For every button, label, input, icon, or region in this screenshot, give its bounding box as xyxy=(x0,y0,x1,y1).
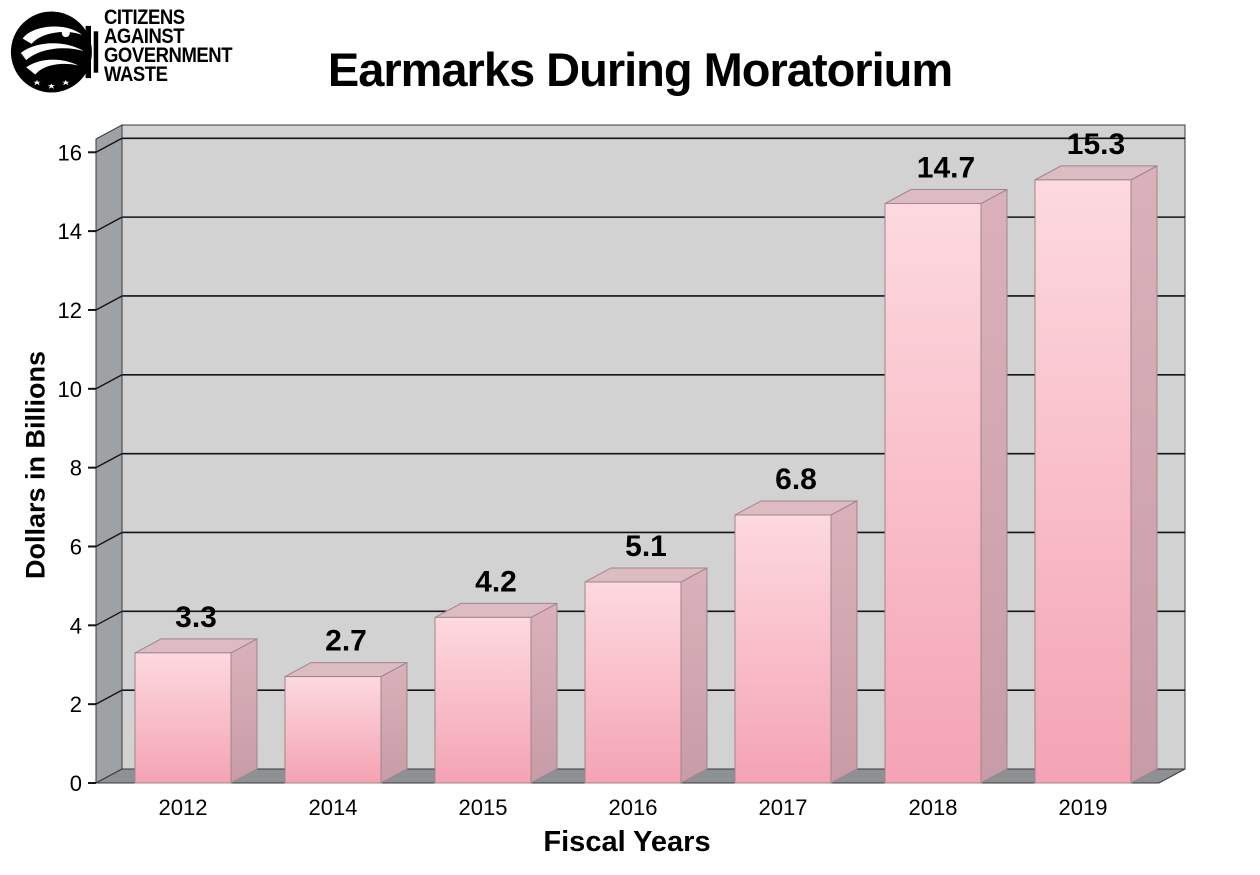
logo-line-4: WASTE xyxy=(104,63,168,86)
bar-value-label: 2.7 xyxy=(325,625,367,658)
logo-line-2: AGAINST xyxy=(104,25,185,48)
bar-2019 xyxy=(1034,165,1158,784)
y-tick-label: 16 xyxy=(58,140,82,165)
logo-line-3: GOVERNMENT xyxy=(104,44,233,67)
bar-2014 xyxy=(284,661,408,784)
logo-line-1: CITIZENS xyxy=(104,6,185,29)
y-tick-label: 12 xyxy=(58,298,82,323)
bar-front-face xyxy=(434,616,532,784)
bar-2018 xyxy=(884,188,1008,784)
y-tick-label: 4 xyxy=(70,613,82,638)
bar-side-face xyxy=(380,661,408,784)
left-wall-gridline xyxy=(95,216,123,232)
left-wall-gridline xyxy=(95,374,123,390)
x-tick-label: 2018 xyxy=(909,795,958,820)
bar-side-face xyxy=(830,500,858,784)
bar-value-label: 4.2 xyxy=(475,565,517,598)
bar-side-face xyxy=(530,602,558,784)
bar-2015 xyxy=(434,602,558,784)
left-wall-gridline xyxy=(95,295,123,311)
bar-side-face xyxy=(1130,165,1158,784)
x-tick-label: 2015 xyxy=(459,795,508,820)
bar-value-label: 14.7 xyxy=(917,152,975,185)
bar-value-label: 5.1 xyxy=(625,530,667,563)
x-tick-label: 2012 xyxy=(159,795,208,820)
chart-title: Earmarks During Moratorium xyxy=(327,43,953,96)
bar-front-face xyxy=(284,676,382,784)
bar-side-face xyxy=(680,567,708,784)
y-tick-label: 8 xyxy=(70,456,82,481)
x-tick-label: 2014 xyxy=(309,795,358,820)
x-tick-label: 2017 xyxy=(759,795,808,820)
bar-value-label: 6.8 xyxy=(775,463,817,496)
bar-value-label: 15.3 xyxy=(1067,128,1125,161)
x-tick-label: 2019 xyxy=(1059,795,1108,820)
left-wall-gridline xyxy=(95,137,123,153)
y-tick-label: 14 xyxy=(58,219,82,244)
bar-2012 xyxy=(134,638,258,784)
y-tick-label: 6 xyxy=(70,534,82,559)
cagw-logo: CITIZENS AGAINST GOVERNMENT WASTE xyxy=(10,6,250,98)
bar-front-face xyxy=(734,514,832,784)
left-wall-gridline xyxy=(95,610,123,626)
y-tick-label: 0 xyxy=(70,771,82,796)
bar-value-label: 3.3 xyxy=(175,601,217,634)
bar-side-face xyxy=(980,188,1008,784)
x-tick-label: 2016 xyxy=(609,795,658,820)
cagw-eagle-logo-icon xyxy=(10,11,99,93)
bar-front-face xyxy=(884,203,982,784)
left-wall-gridline xyxy=(95,531,123,548)
bar-2016 xyxy=(584,567,708,784)
cagw-logo-text: CITIZENS AGAINST GOVERNMENT WASTE xyxy=(104,6,233,86)
left-wall-gridline xyxy=(95,689,123,705)
left-wall-gridline xyxy=(95,453,123,469)
bar-side-face xyxy=(230,638,258,784)
bar-front-face xyxy=(1034,179,1132,784)
bar-front-face xyxy=(584,581,682,784)
bar-front-face xyxy=(134,652,232,784)
y-tick-label: 10 xyxy=(58,377,82,402)
y-tick-label: 2 xyxy=(70,692,82,717)
bar-2017 xyxy=(734,500,858,784)
x-axis-label: Fiscal Years xyxy=(543,826,711,858)
